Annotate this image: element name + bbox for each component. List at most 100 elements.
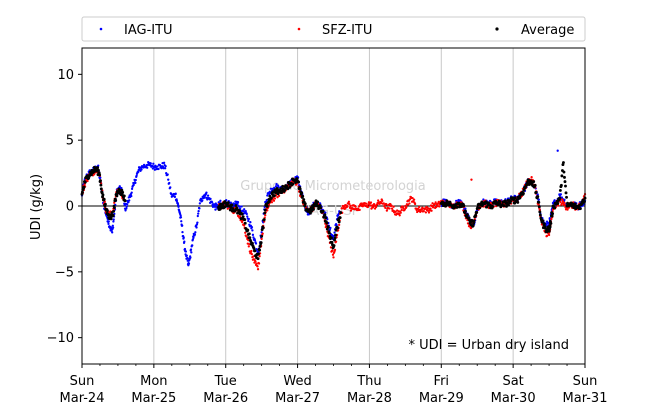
- data-point: [326, 225, 330, 229]
- data-point: [385, 209, 389, 212]
- data-point: [214, 208, 217, 211]
- data-point: [538, 210, 542, 214]
- annotation-note: * UDI = Urban dry island: [409, 338, 569, 353]
- data-point: [190, 251, 193, 254]
- data-point: [184, 250, 188, 253]
- data-point: [272, 199, 276, 202]
- data-point: [583, 200, 586, 204]
- data-point: [288, 185, 292, 189]
- data-point: [275, 183, 278, 186]
- x-tick-day-6: Sat: [502, 374, 523, 389]
- data-point: [254, 260, 257, 263]
- y-tick-label-0: −10: [47, 331, 74, 346]
- x-tick-day-4: Thu: [356, 374, 381, 389]
- data-point: [329, 246, 333, 249]
- data-point: [464, 207, 467, 210]
- x-tick-day-3: Wed: [283, 374, 311, 389]
- data-point: [557, 204, 560, 207]
- legend-label-sfz-itu: SFZ-ITU: [322, 23, 372, 38]
- data-point: [330, 240, 334, 244]
- data-point: [125, 207, 128, 210]
- data-point: [107, 220, 110, 223]
- legend-box: [81, 16, 586, 42]
- data-point: [226, 207, 229, 210]
- data-point: [545, 230, 549, 234]
- data-point: [385, 203, 388, 206]
- data-point: [551, 212, 555, 216]
- x-tick-day-0: Sun: [70, 374, 95, 389]
- data-point: [99, 187, 103, 191]
- data-point: [559, 200, 562, 204]
- data-point: [169, 186, 172, 189]
- data-point: [532, 180, 536, 183]
- data-point: [142, 163, 146, 167]
- data-point: [297, 180, 301, 184]
- data-point: [241, 215, 245, 219]
- data-point: [245, 212, 248, 216]
- data-point: [265, 198, 268, 202]
- data-point: [538, 213, 542, 217]
- data-point: [203, 196, 206, 199]
- data-point: [399, 211, 402, 214]
- data-point: [250, 241, 254, 245]
- data-point: [392, 205, 395, 208]
- data-point: [348, 202, 351, 206]
- legend-marker-average: [495, 27, 499, 31]
- data-point: [274, 185, 278, 188]
- data-point: [235, 206, 239, 210]
- data-point: [334, 233, 338, 237]
- data-point: [96, 166, 100, 170]
- data-point: [247, 219, 250, 223]
- data-point: [238, 215, 242, 218]
- series-average: [80, 161, 587, 261]
- data-point: [113, 201, 116, 204]
- data-point: [319, 206, 323, 210]
- data-point: [470, 178, 473, 181]
- data-point: [334, 228, 338, 232]
- data-point: [285, 184, 289, 188]
- data-point: [267, 200, 271, 204]
- data-point: [394, 210, 397, 213]
- data-point: [187, 262, 191, 265]
- x-tick-date-1: Mar-25: [131, 391, 176, 406]
- data-point: [130, 187, 134, 190]
- data-point: [563, 204, 567, 207]
- data-point: [369, 201, 373, 204]
- data-point: [244, 231, 247, 234]
- data-point: [130, 194, 133, 198]
- data-point: [262, 218, 266, 222]
- data-point: [422, 210, 425, 213]
- data-point: [152, 162, 155, 165]
- data-point: [398, 214, 401, 217]
- data-point: [472, 221, 476, 225]
- data-point: [329, 236, 333, 240]
- data-point: [550, 217, 553, 221]
- x-tick-day-7: Sun: [573, 374, 598, 389]
- data-point: [419, 209, 422, 213]
- data-point: [507, 203, 510, 207]
- data-point: [417, 207, 420, 210]
- data-point: [561, 161, 565, 164]
- data-point: [106, 209, 109, 213]
- data-point: [301, 194, 305, 198]
- data-point: [165, 172, 168, 175]
- data-point: [196, 214, 199, 218]
- y-axis: −10 −5 0 5 10: [47, 68, 82, 346]
- data-point: [234, 204, 238, 208]
- data-point: [424, 211, 428, 214]
- data-point: [109, 226, 113, 229]
- data-point: [181, 224, 184, 227]
- data-point: [498, 200, 502, 204]
- x-axis: Sun Mar-24 Mon Mar-25 Tue Mar-26 Wed Mar-27 Thu M…: [60, 364, 607, 406]
- data-point: [384, 206, 387, 210]
- data-point: [127, 201, 130, 204]
- data-point: [157, 167, 160, 171]
- data-point: [324, 211, 327, 214]
- data-point: [578, 207, 582, 211]
- data-point: [263, 211, 267, 215]
- data-point: [260, 234, 264, 238]
- data-point: [247, 232, 251, 236]
- data-point: [243, 208, 246, 211]
- data-point: [286, 187, 290, 191]
